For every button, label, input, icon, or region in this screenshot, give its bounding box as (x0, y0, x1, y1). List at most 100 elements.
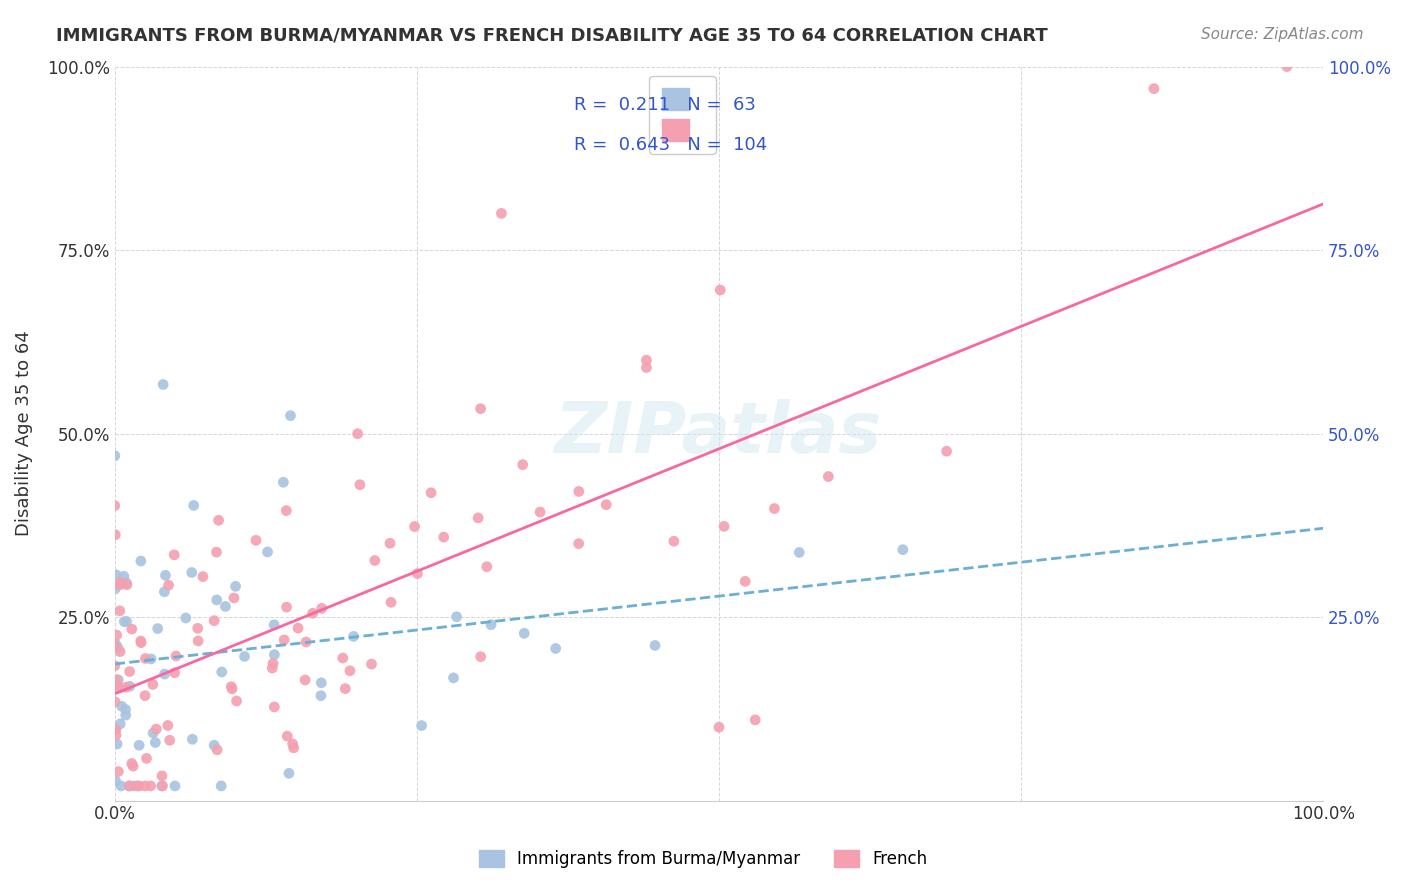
Point (283, 740, 305, 755)
Point (112, 569, 135, 583)
Point (115, 680, 138, 694)
Point (245, 533, 267, 548)
Point (153, 584, 176, 599)
Point (470, 649, 492, 664)
Point (529, 505, 551, 519)
Point (332, 651, 354, 665)
Point (187, 621, 209, 635)
Point (595, 498, 617, 512)
Legend: Immigrants from Burma/Myanmar, French: Immigrants from Burma/Myanmar, French (472, 843, 934, 875)
Point (263, 700, 285, 714)
Point (763, 501, 786, 516)
Point (707, 720, 730, 734)
Point (479, 617, 502, 632)
Point (105, 681, 128, 695)
Point (446, 609, 468, 624)
Point (163, 665, 186, 680)
Point (420, 485, 443, 500)
Point (118, 779, 141, 793)
Point (107, 640, 129, 655)
Point (443, 671, 465, 685)
Point (159, 733, 181, 747)
Point (467, 511, 489, 525)
Point (263, 648, 285, 662)
Point (129, 554, 152, 568)
Point (104, 723, 127, 737)
Text: R =  0.211   N =  63: R = 0.211 N = 63 (574, 96, 756, 114)
Point (349, 477, 371, 491)
Point (209, 779, 232, 793)
Text: R =  0.643   N =  104: R = 0.643 N = 104 (574, 136, 768, 154)
Point (157, 578, 180, 592)
Point (544, 641, 567, 656)
Point (152, 377, 174, 392)
Point (335, 681, 357, 696)
Point (104, 637, 127, 651)
Point (364, 553, 387, 567)
Point (191, 569, 214, 583)
Text: ZIPatlas: ZIPatlas (555, 399, 883, 468)
Point (744, 713, 766, 727)
Point (152, 779, 174, 793)
Point (406, 566, 429, 581)
Point (411, 718, 433, 732)
Point (146, 622, 169, 636)
Point (118, 665, 141, 679)
Point (339, 664, 361, 678)
Point (311, 601, 333, 615)
Point (225, 579, 247, 593)
Legend: , : , (650, 76, 716, 154)
Point (202, 738, 225, 752)
Point (129, 634, 152, 648)
Y-axis label: Disability Age 35 to 64: Disability Age 35 to 64 (15, 331, 32, 536)
Point (104, 582, 127, 596)
Point (105, 567, 128, 582)
Point (108, 717, 131, 731)
Point (404, 519, 426, 533)
Point (180, 566, 202, 580)
Point (122, 759, 145, 773)
Point (107, 673, 129, 687)
Point (346, 426, 368, 441)
Point (150, 769, 173, 783)
Point (156, 718, 179, 732)
Point (104, 638, 127, 652)
Point (378, 536, 401, 550)
Point (128, 779, 150, 793)
Point (104, 774, 127, 789)
Point (636, 353, 658, 368)
Point (295, 635, 318, 649)
Point (211, 665, 233, 679)
Point (205, 743, 228, 757)
Point (262, 661, 284, 675)
Point (163, 548, 186, 562)
Point (174, 611, 197, 625)
Point (105, 628, 128, 642)
Point (273, 475, 295, 490)
Point (309, 689, 332, 703)
Point (287, 621, 309, 635)
Point (104, 695, 127, 709)
Point (142, 726, 165, 740)
Point (662, 534, 685, 549)
Point (1275, 60, 1298, 74)
Point (734, 574, 756, 589)
Point (114, 708, 136, 723)
Point (115, 576, 138, 591)
Point (104, 528, 127, 542)
Point (111, 699, 134, 714)
Point (165, 648, 187, 663)
Point (644, 639, 666, 653)
Point (219, 680, 242, 694)
Point (104, 658, 127, 673)
Point (139, 779, 162, 793)
Point (262, 657, 284, 671)
Point (273, 632, 295, 647)
Point (263, 617, 285, 632)
Point (134, 689, 156, 703)
Point (104, 675, 127, 690)
Point (115, 577, 138, 591)
Point (155, 568, 177, 582)
Point (433, 530, 456, 544)
Point (110, 779, 132, 793)
